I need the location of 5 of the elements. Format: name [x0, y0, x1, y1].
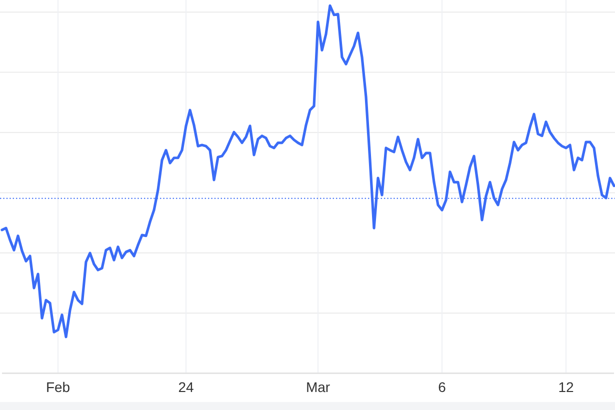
x-tick-label: Mar: [306, 379, 330, 396]
x-tick-label: 24: [178, 379, 194, 396]
x-tick-label: 12: [558, 379, 574, 396]
x-tick-label: 6: [438, 379, 446, 396]
x-tick-label: Feb: [46, 379, 70, 396]
